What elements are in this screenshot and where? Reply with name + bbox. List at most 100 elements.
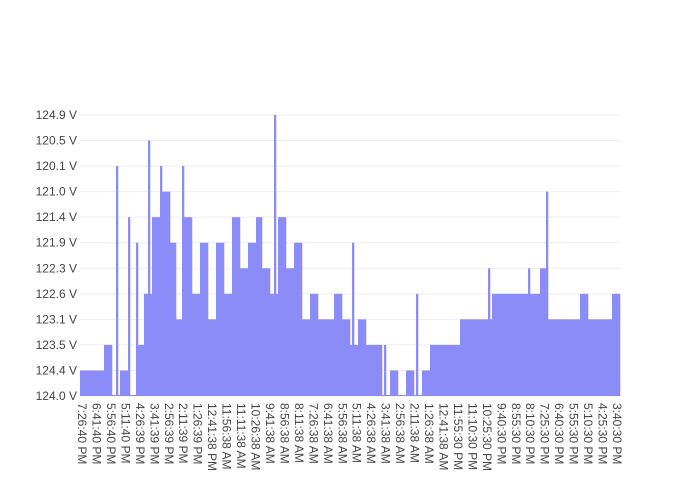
bar bbox=[332, 319, 335, 396]
bar bbox=[488, 268, 491, 396]
bar bbox=[480, 319, 483, 396]
bar bbox=[576, 319, 579, 396]
bar bbox=[252, 242, 255, 396]
bar bbox=[604, 319, 607, 396]
x-tick-label: 4:26:38 AM bbox=[364, 403, 378, 464]
bar bbox=[126, 370, 129, 396]
bar bbox=[170, 242, 173, 396]
bar bbox=[154, 217, 157, 396]
bar bbox=[618, 293, 621, 396]
bar bbox=[384, 344, 387, 396]
bar bbox=[418, 395, 421, 396]
bar bbox=[412, 370, 415, 396]
bar bbox=[602, 319, 605, 396]
bar bbox=[290, 268, 293, 396]
bar bbox=[176, 319, 179, 396]
bar bbox=[130, 395, 133, 396]
bar bbox=[286, 268, 289, 396]
bar bbox=[112, 395, 115, 396]
x-tick-label: 10:26:38 AM bbox=[249, 403, 263, 470]
bar bbox=[334, 293, 337, 396]
bar bbox=[596, 319, 599, 396]
bar bbox=[172, 242, 175, 396]
y-tick-label: 122.3 V bbox=[36, 261, 77, 275]
x-tick-label: 7:25:30 PM bbox=[538, 403, 552, 464]
bar bbox=[158, 217, 161, 396]
bar bbox=[316, 293, 319, 396]
bar bbox=[94, 370, 97, 396]
bar bbox=[156, 217, 159, 396]
bar bbox=[180, 319, 183, 396]
bar bbox=[486, 319, 489, 396]
bar bbox=[360, 319, 363, 396]
x-tick-label: 8:56:38 AM bbox=[277, 403, 291, 464]
bar bbox=[470, 319, 473, 396]
bar bbox=[364, 319, 367, 396]
bar bbox=[188, 217, 191, 396]
bar bbox=[524, 293, 527, 396]
bar bbox=[118, 395, 121, 396]
bar bbox=[552, 319, 555, 396]
y-tick-label: 124.4 V bbox=[36, 363, 77, 377]
bar bbox=[590, 319, 593, 396]
x-tick-label: 2:11:39 PM bbox=[176, 403, 190, 463]
bar bbox=[322, 319, 325, 396]
bar bbox=[328, 319, 331, 396]
bar bbox=[166, 191, 169, 396]
bar bbox=[402, 395, 405, 396]
bar bbox=[268, 268, 271, 396]
bar bbox=[352, 242, 355, 396]
bar bbox=[250, 242, 253, 396]
y-tick-label: 120.5 V bbox=[36, 134, 77, 148]
bar bbox=[424, 370, 427, 396]
x-tick-label: 4:25:30 PM bbox=[596, 403, 610, 464]
bar bbox=[534, 293, 537, 396]
bar bbox=[236, 217, 239, 396]
bar bbox=[564, 319, 567, 396]
bar bbox=[582, 293, 585, 396]
bar bbox=[410, 370, 413, 396]
bar bbox=[546, 191, 549, 396]
bar bbox=[202, 242, 205, 396]
bar bbox=[376, 344, 379, 396]
bar bbox=[82, 370, 85, 396]
bar bbox=[122, 370, 125, 396]
x-tick-label: 3:41:38 AM bbox=[379, 403, 393, 464]
bar bbox=[528, 268, 531, 396]
bar bbox=[150, 293, 153, 396]
x-tick-label: 5:55:30 PM bbox=[567, 403, 581, 464]
bar bbox=[568, 319, 571, 396]
bar bbox=[124, 370, 127, 396]
bar bbox=[186, 217, 189, 396]
bar bbox=[284, 217, 287, 396]
bar bbox=[446, 344, 449, 396]
bar bbox=[330, 319, 333, 396]
bar bbox=[544, 268, 547, 396]
bar bbox=[580, 293, 583, 396]
bar bbox=[214, 319, 217, 396]
bar bbox=[204, 242, 207, 396]
bar bbox=[530, 293, 533, 396]
bar bbox=[600, 319, 603, 396]
bar bbox=[182, 166, 185, 396]
bar bbox=[396, 370, 399, 396]
bar bbox=[320, 319, 323, 396]
y-tick-label: 120.1 V bbox=[36, 159, 77, 173]
bar bbox=[532, 293, 535, 396]
y-tick-label: 122.6 V bbox=[36, 287, 77, 301]
bar bbox=[220, 242, 223, 396]
bar bbox=[262, 268, 265, 396]
bar bbox=[338, 293, 341, 396]
bar bbox=[440, 344, 443, 396]
bar bbox=[374, 344, 377, 396]
bar bbox=[442, 344, 445, 396]
bar bbox=[388, 395, 391, 396]
bar bbox=[200, 242, 203, 396]
bar bbox=[432, 344, 435, 396]
x-tick-label: 3:40:30 PM bbox=[610, 403, 624, 464]
bar bbox=[378, 344, 381, 396]
bar bbox=[212, 319, 215, 396]
bar bbox=[444, 344, 447, 396]
bar bbox=[456, 344, 459, 396]
bar bbox=[116, 166, 119, 396]
